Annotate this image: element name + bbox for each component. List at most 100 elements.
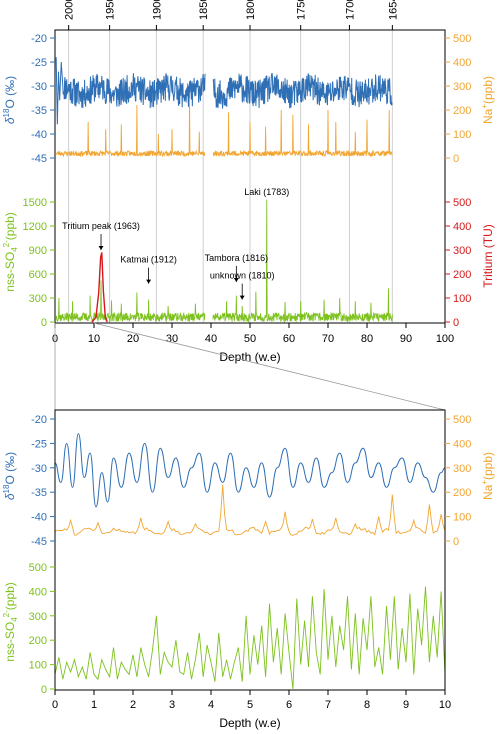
top-so4-title-sup: 2- bbox=[2, 240, 11, 247]
top-d18o-title-sup: 18 bbox=[2, 108, 11, 117]
year-tick-label-1850: 1850 bbox=[198, 0, 210, 20]
bottom-na-tick-label-400: 400 bbox=[453, 438, 471, 450]
top-d18o-title-tail: O (‰) bbox=[3, 76, 17, 109]
annotation-katmai-1912: Katmai (1912) bbox=[120, 255, 177, 265]
bottom-so4-tick-label-400: 400 bbox=[29, 586, 47, 598]
bottom-so4-line bbox=[54, 586, 446, 690]
bottom-x-axis-title: Depth (w.e) bbox=[219, 716, 280, 730]
top-so4-tick-label-600: 600 bbox=[29, 269, 47, 281]
bottom-x-tick-label-9: 9 bbox=[403, 699, 409, 711]
year-tick-label-1950: 1950 bbox=[105, 0, 117, 20]
top-x-axis-title: Depth (w.e) bbox=[219, 350, 280, 364]
top-left-axes: -20 -25 -30 -35 -40 -45 1500 1200 900 600 300 0 bbox=[23, 33, 55, 329]
top-so4-axis-title: nss-SO42-(ppb) bbox=[2, 212, 19, 292]
bottom-chart-panel: 0 1 2 3 4 5 6 7 8 9 10 -20-25-30-35-40-45500400300… bbox=[2, 409, 495, 730]
top-na-tick-label-400: 400 bbox=[453, 57, 471, 69]
bottom-na-title-tail: (ppb) bbox=[481, 452, 495, 480]
top-x-tick-label-100: 100 bbox=[436, 333, 454, 345]
top-annotations: Tritium peak (1963) Katmai (1912) Tambora … bbox=[62, 187, 289, 300]
bottom-d18o-line bbox=[54, 433, 446, 508]
top-so4-tick-label-1500: 1500 bbox=[23, 197, 47, 209]
bottom-x-tick-label-10: 10 bbox=[439, 699, 451, 711]
year-tick-label-1800: 1800 bbox=[245, 0, 257, 20]
top-so4-line-seg-0 bbox=[55, 280, 206, 323]
bottom-na-tick-label-0: 0 bbox=[453, 536, 459, 548]
top-so4-tick-label-0: 0 bbox=[41, 317, 47, 329]
bottom-x-tick-label-5: 5 bbox=[247, 699, 253, 711]
top-tritium-tick-label-400: 400 bbox=[453, 221, 471, 233]
top-d18o-axis-title: δ18O (‰) bbox=[2, 76, 17, 124]
bottom-x-tick-label-0: 0 bbox=[52, 699, 58, 711]
top-d18o-tick-label--20: -20 bbox=[31, 33, 47, 45]
year-tick-label-1750: 1750 bbox=[296, 0, 308, 20]
top-na-tick-label-100: 100 bbox=[453, 129, 471, 141]
top-so4-title-tail: (ppb) bbox=[3, 212, 17, 240]
bottom-d18o-tick-label--25: -25 bbox=[31, 438, 47, 450]
top-d18o-title-main: δ bbox=[3, 117, 17, 124]
bottom-x-tick-label-2: 2 bbox=[130, 699, 136, 711]
annotation-arrowhead-tritium-peak-1963 bbox=[98, 246, 104, 250]
top-so4-tick-label-900: 900 bbox=[29, 245, 47, 257]
top-na-axis-title: Na+(ppb) bbox=[480, 76, 495, 124]
top-so4-title-sub: 4 bbox=[10, 247, 19, 252]
top-d18o-tick-label--45: -45 bbox=[31, 153, 47, 165]
bottom-na-tick-label-300: 300 bbox=[453, 463, 471, 475]
top-x-tick-label-50: 50 bbox=[244, 333, 256, 345]
top-series-group bbox=[55, 57, 393, 323]
year-tick-label-1654: 1654 bbox=[387, 0, 399, 20]
bottom-na-tick-label-200: 200 bbox=[453, 487, 471, 499]
top-na-tick-label-0: 0 bbox=[453, 153, 459, 165]
bottom-so4-tick-label-200: 200 bbox=[29, 635, 47, 647]
bottom-d18o-title-sup: 18 bbox=[2, 484, 11, 493]
year-tick-label-1700: 1700 bbox=[344, 0, 356, 20]
bottom-d18o-tick-label--20: -20 bbox=[31, 414, 47, 426]
top-tritium-tick-label-100: 100 bbox=[453, 293, 471, 305]
top-x-axis: 0102030405060708090100 bbox=[52, 323, 454, 345]
bottom-so4-tick-label-300: 300 bbox=[29, 611, 47, 623]
top-na-tick-label-300: 300 bbox=[453, 81, 471, 93]
bottom-x-tick-label-3: 3 bbox=[169, 699, 175, 711]
annotation-arrowhead-katmai-1912 bbox=[146, 279, 152, 284]
top-tritium-tick-label-500: 500 bbox=[453, 197, 471, 209]
bottom-na-tick-label-500: 500 bbox=[453, 414, 471, 426]
annotation-tritium-peak-1963: Tritium peak (1963) bbox=[62, 221, 140, 231]
bottom-so4-title-sub: 4 bbox=[10, 617, 19, 622]
bottom-right-axes: 500 400 300 200 100 0 bbox=[445, 414, 471, 548]
top-right-axes: 500 400 300 200 100 0 500 400 300 200 100 0 bbox=[445, 33, 471, 329]
top-d18o-line-seg-1 bbox=[212, 72, 393, 109]
bottom-x-tick-label-4: 4 bbox=[208, 699, 214, 711]
bottom-d18o-tick-label--40: -40 bbox=[31, 512, 47, 524]
bottom-na-tick-label-100: 100 bbox=[453, 512, 471, 524]
bottom-na-title-sup: + bbox=[480, 480, 489, 485]
top-na-line-seg-1 bbox=[212, 109, 393, 158]
bottom-so4-title-main: nss-SO bbox=[3, 622, 17, 662]
top-x-tick-label-40: 40 bbox=[205, 333, 217, 345]
bottom-x-tick-label-1: 1 bbox=[91, 699, 97, 711]
top-d18o-tick-label--35: -35 bbox=[31, 105, 47, 117]
bottom-so4-title-sup: 2- bbox=[2, 610, 11, 617]
top-d18o-tick-label--25: -25 bbox=[31, 57, 47, 69]
annotation-laki-1783: Laki (1783) bbox=[244, 187, 289, 197]
top-na-tick-label-200: 200 bbox=[453, 105, 471, 117]
bottom-so4-tick-label-0: 0 bbox=[41, 684, 47, 696]
top-x-tick-label-70: 70 bbox=[322, 333, 334, 345]
annotation-arrowhead-unknown-1810 bbox=[239, 295, 245, 300]
top-so4-tick-label-300: 300 bbox=[29, 293, 47, 305]
bottom-d18o-tick-label--30: -30 bbox=[31, 463, 47, 475]
bottom-so4-tick-label-500: 500 bbox=[29, 562, 47, 574]
top-na-title-sup: + bbox=[480, 104, 489, 109]
year-tick-label-1900: 1900 bbox=[151, 0, 163, 20]
top-so4-tick-label-1200: 1200 bbox=[23, 221, 47, 233]
top-so4-title-main: nss-SO bbox=[3, 252, 17, 292]
bottom-x-axis: 0 1 2 3 4 5 6 7 8 9 10 bbox=[52, 690, 451, 711]
bottom-so4-tick-label-100: 100 bbox=[29, 660, 47, 672]
top-x-tick-label-20: 20 bbox=[127, 333, 139, 345]
bottom-left-axes: -20 -25 -30 -35 -40 -45 500 400 300 200 100 0 bbox=[29, 414, 55, 696]
bottom-d18o-tick-label--35: -35 bbox=[31, 487, 47, 499]
bottom-so4-title-tail: (ppb) bbox=[3, 582, 17, 610]
top-x-tick-label-80: 80 bbox=[361, 333, 373, 345]
zoom-connector-right bbox=[93, 322, 446, 411]
top-na-title-tail: (ppb) bbox=[481, 76, 495, 104]
top-tritium-axis-title: Tritium (TU) bbox=[481, 224, 495, 288]
